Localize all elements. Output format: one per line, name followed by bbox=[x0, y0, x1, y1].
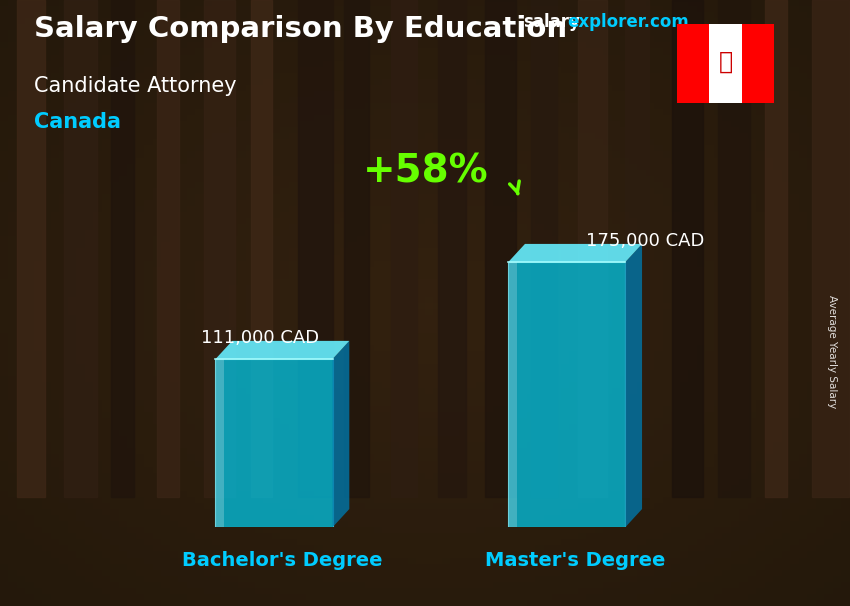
Bar bbox=[742, 24, 774, 103]
Text: 175,000 CAD: 175,000 CAD bbox=[586, 232, 704, 250]
Text: Canada: Canada bbox=[34, 112, 121, 132]
Bar bbox=[157, 0, 179, 497]
Bar bbox=[438, 0, 467, 497]
Polygon shape bbox=[216, 359, 224, 527]
Text: Bachelor's Degree: Bachelor's Degree bbox=[182, 551, 382, 570]
Bar bbox=[110, 0, 134, 497]
Text: explorer.com: explorer.com bbox=[567, 13, 688, 32]
Text: Average Yearly Salary: Average Yearly Salary bbox=[827, 295, 837, 408]
Text: 🍁: 🍁 bbox=[718, 50, 733, 74]
Bar bbox=[578, 0, 607, 497]
Bar bbox=[765, 0, 787, 497]
Bar bbox=[677, 24, 709, 103]
Bar bbox=[672, 0, 703, 497]
Polygon shape bbox=[216, 341, 349, 359]
Bar bbox=[391, 0, 417, 497]
Bar bbox=[508, 262, 626, 527]
Polygon shape bbox=[332, 341, 349, 527]
Text: Candidate Attorney: Candidate Attorney bbox=[34, 76, 236, 96]
Bar bbox=[17, 0, 44, 497]
Text: Salary Comparison By Education: Salary Comparison By Education bbox=[34, 15, 567, 43]
Text: 111,000 CAD: 111,000 CAD bbox=[201, 329, 319, 347]
Bar bbox=[625, 0, 649, 497]
Text: Master's Degree: Master's Degree bbox=[485, 551, 666, 570]
Bar bbox=[216, 359, 332, 527]
Bar bbox=[484, 0, 516, 497]
Bar bbox=[204, 0, 235, 497]
Bar bbox=[709, 24, 742, 103]
Polygon shape bbox=[508, 244, 642, 262]
Bar bbox=[812, 0, 849, 497]
Bar bbox=[64, 0, 98, 497]
Polygon shape bbox=[508, 262, 517, 527]
Bar bbox=[344, 0, 369, 497]
Polygon shape bbox=[626, 244, 642, 527]
Bar bbox=[531, 0, 558, 497]
Bar bbox=[251, 0, 272, 497]
Bar bbox=[718, 0, 750, 497]
Text: salary: salary bbox=[523, 13, 580, 32]
Text: +58%: +58% bbox=[363, 153, 489, 191]
Bar bbox=[298, 0, 333, 497]
